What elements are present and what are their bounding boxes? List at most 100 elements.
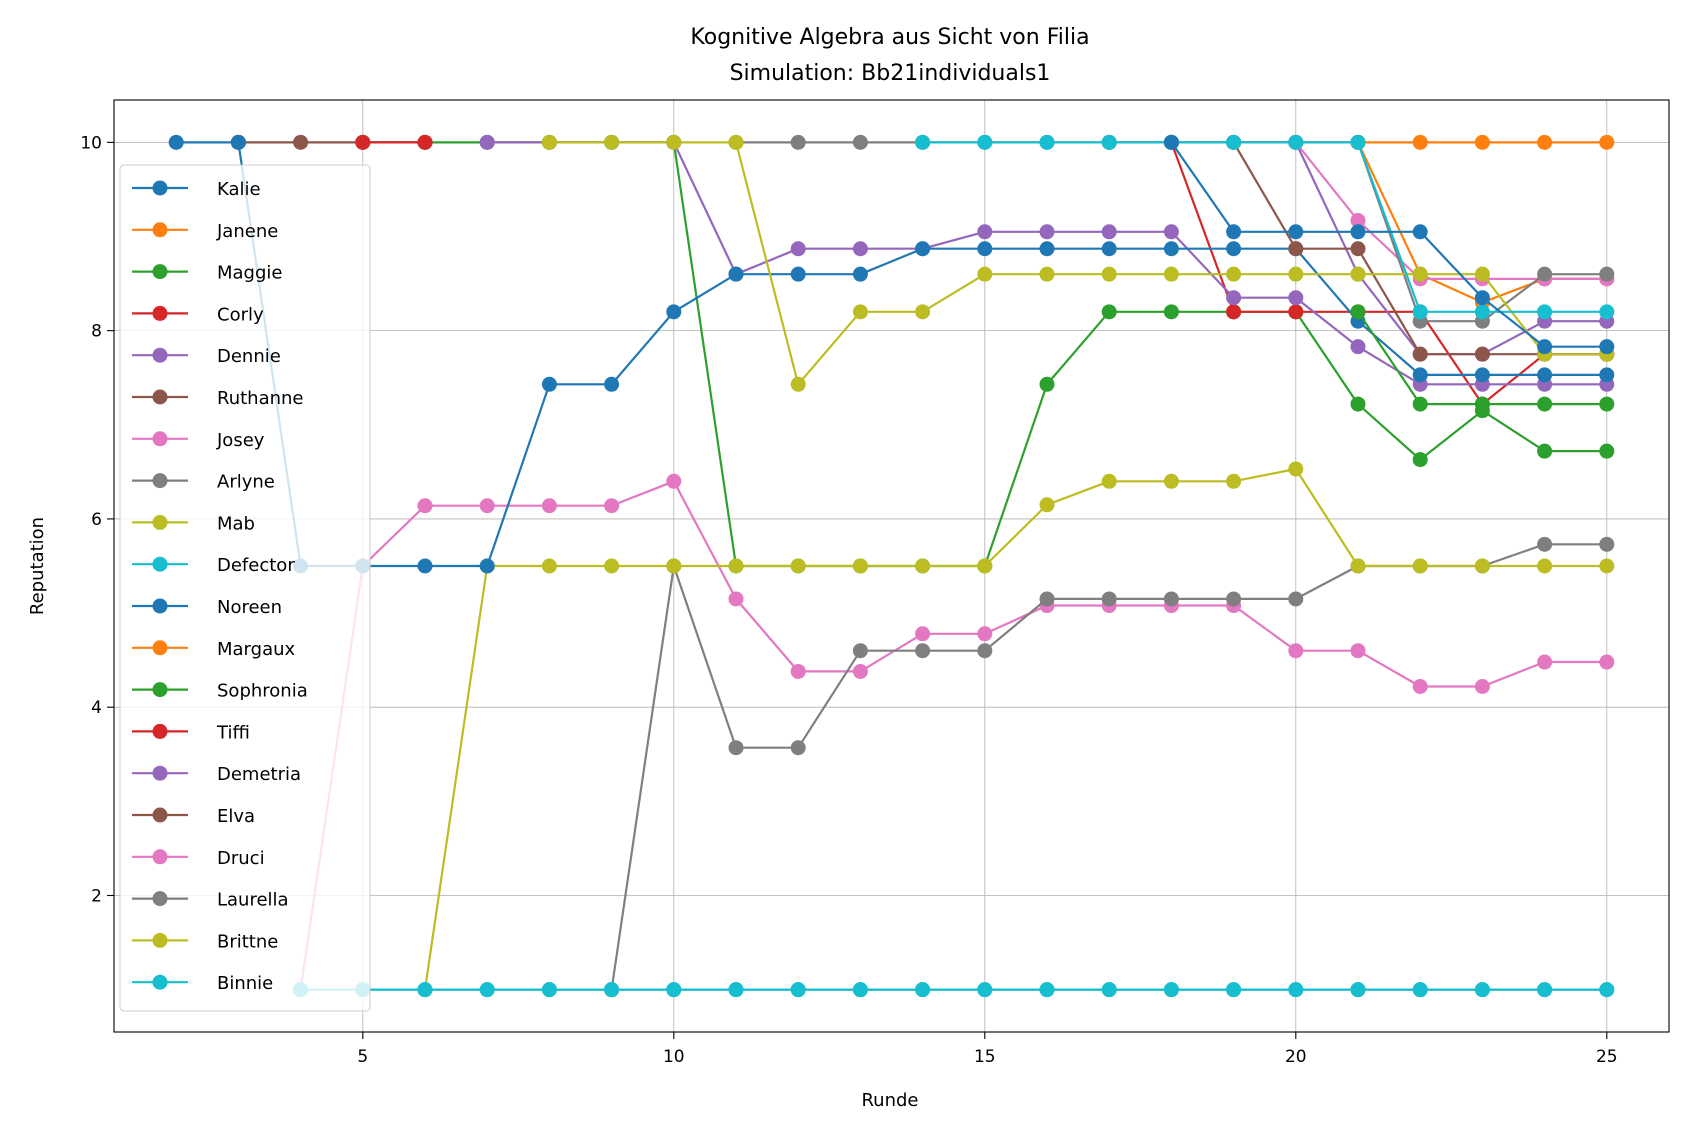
series-line <box>423 467 1607 990</box>
x-tick-label: 25 <box>1596 1047 1618 1067</box>
data-point <box>790 134 806 150</box>
data-point <box>1537 134 1553 150</box>
data-point <box>1537 339 1553 355</box>
data-point <box>1163 224 1179 240</box>
data-point <box>1039 497 1055 513</box>
data-point <box>852 982 868 998</box>
data-point <box>1226 134 1242 150</box>
legend-label: Druci <box>217 848 265 869</box>
legend-label: Margaux <box>217 639 296 660</box>
series-line <box>487 141 1607 386</box>
data-point <box>1474 367 1490 383</box>
data-point <box>417 558 433 574</box>
data-point <box>1599 558 1615 574</box>
data-point <box>852 241 868 257</box>
data-point <box>293 134 309 150</box>
series-line <box>922 141 1607 313</box>
legend-marker <box>152 682 168 698</box>
data-point <box>852 304 868 320</box>
data-point <box>1288 266 1304 282</box>
legend: Kalie Janene Maggie Corly Dennie Ruthanne Jose… <box>119 164 371 1012</box>
data-point <box>1288 134 1304 150</box>
data-point <box>1226 591 1242 607</box>
data-point <box>1599 266 1615 282</box>
data-point <box>1599 443 1615 459</box>
data-point <box>1226 290 1242 306</box>
data-point <box>915 304 931 320</box>
data-point <box>541 982 557 998</box>
data-point <box>1350 643 1366 659</box>
data-point <box>1350 213 1366 229</box>
y-tick-label: 6 <box>91 510 102 530</box>
series-tiffi <box>355 134 433 150</box>
legend-label: Maggie <box>217 263 283 284</box>
data-point <box>1039 591 1055 607</box>
series-line <box>1170 141 1607 348</box>
data-point <box>790 376 806 392</box>
data-point <box>1288 643 1304 659</box>
data-point <box>1350 982 1366 998</box>
data-point <box>1599 339 1615 355</box>
data-point <box>1101 591 1117 607</box>
data-point <box>1474 679 1490 695</box>
data-point <box>1163 591 1179 607</box>
x-tick-label: 5 <box>357 1047 368 1067</box>
data-point <box>1288 224 1304 240</box>
data-point <box>977 626 993 642</box>
legend-item: Elva <box>132 806 255 827</box>
legend-label: Demetria <box>217 764 301 785</box>
data-point <box>728 740 744 756</box>
axis-ticks: 5 10 15 20 25 2 4 6 8 10 <box>80 133 1617 1067</box>
data-point <box>1350 396 1366 412</box>
data-point <box>977 558 993 574</box>
data-point <box>1350 134 1366 150</box>
data-point <box>1101 304 1117 320</box>
data-point <box>666 982 682 998</box>
y-tick-label: 4 <box>91 698 102 718</box>
legend-item: Brittne <box>132 931 278 952</box>
legend-label: Defector <box>217 555 295 576</box>
data-point <box>168 134 184 150</box>
series-mab <box>417 461 1615 998</box>
data-point <box>1039 224 1055 240</box>
legend-item: Laurella <box>132 890 289 911</box>
legend-label: Sophronia <box>217 681 308 702</box>
data-point <box>1474 290 1490 306</box>
series-arlyne <box>604 536 1615 998</box>
data-point <box>355 134 371 150</box>
data-point <box>852 134 868 150</box>
data-point <box>728 591 744 607</box>
data-point <box>1163 473 1179 489</box>
x-axis-label: Runde <box>861 1090 918 1111</box>
data-point <box>790 558 806 574</box>
legend-label: Laurella <box>217 890 289 911</box>
legend-label: Brittne <box>217 931 278 952</box>
data-point <box>915 241 931 257</box>
data-point <box>1537 982 1553 998</box>
data-point <box>1226 982 1242 998</box>
series-binnie <box>915 134 1615 320</box>
legend-item: Arlyne <box>132 472 275 493</box>
data-point <box>915 134 931 150</box>
data-point <box>1412 224 1428 240</box>
data-point <box>1288 591 1304 607</box>
series-margaux <box>1350 134 1615 150</box>
data-point <box>1537 536 1553 552</box>
legend-marker <box>152 765 168 781</box>
data-point <box>852 643 868 659</box>
data-point <box>790 982 806 998</box>
x-tick-label: 20 <box>1285 1047 1307 1067</box>
data-point <box>541 376 557 392</box>
data-point <box>1039 241 1055 257</box>
data-point <box>1226 304 1242 320</box>
data-point <box>1599 536 1615 552</box>
data-point <box>541 498 557 514</box>
data-point <box>1226 473 1242 489</box>
legend-item: Dennie <box>132 346 281 367</box>
legend-marker <box>152 556 168 572</box>
legend-marker <box>152 514 168 530</box>
data-point <box>1599 396 1615 412</box>
data-point <box>1474 134 1490 150</box>
data-point <box>666 473 682 489</box>
